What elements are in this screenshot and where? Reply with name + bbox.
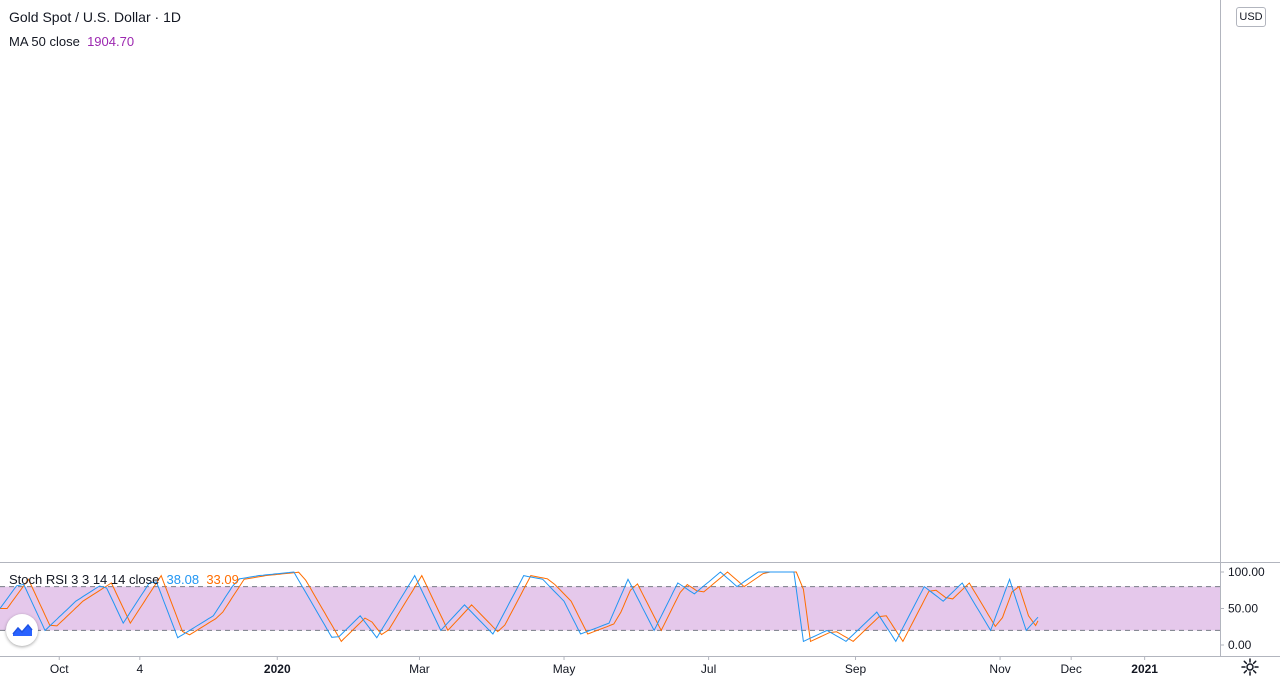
time-tick-label: May bbox=[553, 662, 576, 676]
ma-legend[interactable]: MA 50 close 1904.70 bbox=[9, 34, 134, 49]
time-tick-label: Oct bbox=[50, 662, 69, 676]
stoch-rsi-tick-label: 100.00 bbox=[1228, 565, 1265, 579]
symbol-title: Gold Spot / U.S. Dollar bbox=[9, 9, 151, 25]
stoch-rsi-tick-label: 50.00 bbox=[1228, 602, 1258, 616]
currency-button[interactable]: USD bbox=[1236, 7, 1266, 27]
tradingview-logo[interactable] bbox=[6, 614, 38, 646]
ma-value: 1904.70 bbox=[87, 34, 135, 49]
time-tick-label: 2020 bbox=[264, 662, 291, 676]
stoch-rsi-tick-label: 0.00 bbox=[1228, 638, 1252, 652]
settings-gear-icon[interactable] bbox=[1240, 657, 1260, 677]
interval-label: 1D bbox=[163, 9, 181, 25]
logo-icon bbox=[12, 623, 33, 636]
time-tick-label: Dec bbox=[1061, 662, 1082, 676]
stoch-rsi-k-line bbox=[0, 571, 1039, 643]
stoch-rsi-d-value: 33.09 bbox=[206, 572, 239, 587]
stoch-rsi-d-line bbox=[0, 571, 1039, 643]
time-tick-label: 4 bbox=[136, 662, 143, 676]
time-tick-label: 2021 bbox=[1131, 662, 1158, 676]
time-tick-label: Jul bbox=[701, 662, 716, 676]
stoch-rsi-k-value: 38.08 bbox=[166, 572, 200, 587]
symbol-legend[interactable]: Gold Spot / U.S. Dollar · 1D bbox=[9, 9, 181, 25]
time-tick-label: Sep bbox=[845, 662, 867, 676]
time-tick-label: Mar bbox=[409, 662, 430, 676]
stoch-rsi-legend[interactable]: Stoch RSI 3 3 14 14 close 38.08 33.09 bbox=[9, 572, 239, 587]
ma-label: MA 50 close bbox=[9, 34, 80, 49]
legend-separator: · bbox=[154, 9, 160, 25]
stoch-rsi-band bbox=[0, 586, 1220, 631]
time-tick-label: Nov bbox=[989, 662, 1010, 676]
stoch-rsi-label: Stoch RSI 3 3 14 14 close bbox=[9, 572, 160, 587]
